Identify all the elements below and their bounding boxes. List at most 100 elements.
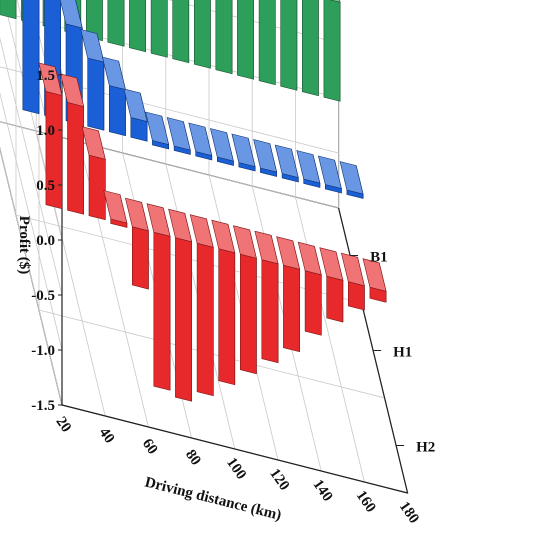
b1-bar-5: [107, 0, 125, 47]
h2-bar-4-front: [132, 226, 149, 290]
h2-bar-1-top: [60, 73, 85, 107]
h2-bar-1: [60, 73, 85, 215]
h1-bar-0-front: [22, 0, 40, 115]
h2-bar-4: [124, 197, 149, 290]
h1-bar-5: [123, 88, 148, 142]
h1-bar-11-top: [253, 139, 278, 173]
b1-bar-11: [237, 0, 254, 80]
h2-bar-3: [103, 190, 128, 228]
h1-bar-13-top: [296, 150, 321, 184]
h1-bar-12-top: [274, 144, 299, 179]
h1-bar-11: [253, 139, 278, 177]
h1-bar-8-top: [188, 122, 213, 157]
chart-bars: [0, 0, 387, 402]
h2-bar-13-front: [326, 275, 344, 323]
h2-bar-9: [232, 225, 257, 375]
h2-bar-2-front: [88, 154, 106, 221]
h1-bar-7-top: [166, 117, 191, 151]
h1-bar-6-top: [145, 111, 170, 146]
b1-bar-15-front: [323, 0, 341, 102]
x-tick-label-7: 160: [353, 488, 379, 516]
h2-bar-7-front: [196, 242, 214, 397]
z-tick-label-1: -1.0: [31, 343, 55, 359]
h1-bar-9: [209, 128, 234, 166]
grid-z-left-2: [0, 37, 63, 296]
h1-bar-5-top: [123, 88, 148, 122]
b1-bar-5-front: [107, 0, 125, 47]
h1-bar-8: [188, 122, 213, 161]
z-tick-label-3: 0.0: [36, 233, 55, 249]
h1-bar-4: [101, 56, 126, 137]
z-tick-label-5: 1.0: [36, 123, 55, 139]
h1-bar-15-top: [339, 161, 364, 195]
h1-bar-13: [296, 150, 321, 188]
x-tick-label-1: 40: [96, 425, 118, 446]
b1-bar-8-front: [172, 0, 190, 64]
h2-bar-7-top: [189, 214, 214, 248]
h1-bar-7: [166, 117, 191, 155]
x-tick-label-4: 100: [223, 455, 249, 483]
x-tick-label-5: 120: [266, 466, 292, 494]
x-axis-title: Driving distance (km): [143, 474, 283, 523]
h2-bar-11-front: [283, 264, 301, 353]
b1-bar-13: [280, 0, 298, 91]
h2-bar-5-front: [153, 231, 171, 391]
h2-bar-0-top: [38, 62, 63, 96]
b1-bar-12: [258, 0, 276, 86]
h2-bar-10: [254, 230, 279, 364]
x-tick-label-6: 140: [309, 477, 335, 505]
b1-bar-9: [194, 0, 211, 69]
h2-bar-3-top: [103, 190, 128, 224]
grid-z-left-1: [0, 92, 63, 351]
h2-bar-6: [168, 208, 193, 402]
h2-bar-13: [319, 247, 344, 323]
h1-bar-2-top: [59, 0, 83, 29]
b1-bar-9-front: [194, 0, 211, 69]
h2-bar-12-top: [297, 241, 322, 276]
h1-bar-15: [339, 161, 364, 199]
z-tick-label-6: 1.5: [36, 68, 55, 84]
h2-bar-4-top: [124, 197, 149, 232]
z-tick-label-4: 0.5: [36, 178, 55, 194]
h1-bar-9-top: [209, 128, 234, 162]
b1-bar-10: [215, 0, 233, 75]
h2-bar-12: [297, 241, 322, 336]
h2-bar-0: [38, 62, 63, 210]
b1-bar-15-top: [329, 0, 341, 3]
h2-bar-6-front: [175, 237, 192, 402]
h1-bar-0: [22, 0, 40, 115]
h2-bar-7: [189, 214, 214, 397]
h2-bar-1-front: [67, 102, 84, 215]
y-tick-label-h2: H2: [416, 440, 435, 456]
b1-bar-14-front: [301, 0, 319, 97]
b1-bar-8: [172, 0, 190, 64]
x-tick-label-8: 180: [396, 499, 422, 527]
h2-bar-2-top: [81, 126, 106, 160]
h2-bar-8-top: [211, 219, 236, 254]
h2-bar-15: [362, 258, 387, 303]
h1-bar-10-top: [231, 133, 256, 168]
h2-bar-13-top: [319, 247, 344, 281]
grid-x-floor-0: [0, 147, 63, 406]
b1-bar-10-front: [215, 0, 233, 75]
h1-bar-3: [80, 29, 105, 131]
z-tick-label-0: -1.5: [31, 398, 55, 414]
x-tick-label-0: 20: [52, 414, 74, 435]
h2-bar-11-top: [276, 236, 301, 270]
b1-bar-7-front: [150, 0, 168, 58]
z-tick-label-2: -0.5: [31, 288, 55, 304]
b1-bar-13-front: [280, 0, 298, 91]
x-tick-label-3: 80: [182, 447, 204, 468]
h2-bar-8: [211, 219, 236, 386]
h2-bar-8-front: [218, 248, 236, 386]
h1-bar-12: [274, 144, 299, 183]
h1-bar-3-top: [80, 29, 105, 63]
h1-bar-14: [317, 155, 342, 194]
h2-bar-14-front: [347, 281, 365, 311]
b1-bar-14: [301, 0, 319, 97]
h2-bar-2: [81, 126, 106, 221]
h2-bar-10-top: [254, 230, 279, 265]
y-tick-label-h1: H1: [393, 345, 412, 361]
